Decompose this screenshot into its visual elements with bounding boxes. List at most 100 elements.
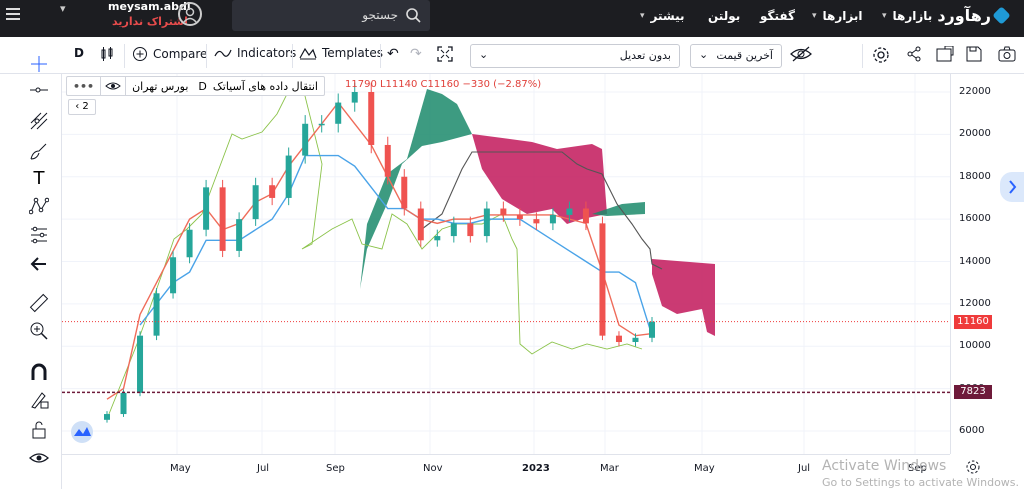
save-icon[interactable]: [966, 46, 982, 62]
candle-body: [401, 176, 408, 209]
avatar[interactable]: [178, 2, 202, 26]
search-icon: [406, 8, 421, 23]
price-chart[interactable]: [62, 74, 950, 454]
symbol-legend[interactable]: ••• بورس تهران D انتقال داده های آسیاتک: [66, 76, 325, 96]
candle-body: [137, 335, 144, 393]
price-tick: 10000: [959, 340, 991, 352]
legend-eye-icon[interactable]: [100, 77, 127, 95]
ruler-icon[interactable]: [28, 292, 50, 314]
undo-icon[interactable]: ↶: [387, 46, 399, 62]
symbol-name: انتقال داده های آسیاتک: [212, 79, 318, 93]
menu-icon[interactable]: [4, 4, 24, 24]
time-tick: 2023: [522, 463, 550, 474]
candle-body: [483, 208, 490, 237]
text-tool-glyph: T: [33, 167, 45, 189]
text-icon[interactable]: T: [28, 167, 50, 189]
candle-body: [335, 102, 342, 124]
search-label: جستجو: [362, 8, 398, 22]
more-icon[interactable]: •••: [73, 79, 95, 93]
axis-settings-icon[interactable]: [965, 459, 981, 479]
drawing-toolbar: T: [0, 56, 62, 489]
lock-pencil-icon[interactable]: [28, 389, 50, 411]
templates-button[interactable]: Templates: [299, 46, 383, 60]
candle-body: [533, 219, 540, 224]
time-tick: Sep: [326, 463, 345, 474]
logo-text: رهآورد: [937, 6, 991, 25]
candle-body: [615, 335, 622, 343]
redo-icon[interactable]: ↷: [410, 46, 422, 62]
candle-body: [252, 185, 259, 220]
nav-label: بیشتر: [650, 9, 685, 23]
camera-icon[interactable]: [998, 46, 1016, 62]
nav-tools[interactable]: ▾ ابزارها: [812, 9, 862, 23]
price-axis[interactable]: 2200020000180001600014000120001000080006…: [950, 74, 1024, 454]
price-tick: 12000: [959, 297, 991, 309]
share-icon[interactable]: [906, 46, 922, 62]
candle-body: [170, 257, 177, 294]
candle-body: [516, 214, 523, 220]
toolbar-divider: [380, 44, 381, 68]
user-menu[interactable]: ▾ meysam.abdi اشتراک ندارید: [60, 0, 210, 37]
time-tick: Mar: [600, 463, 619, 474]
brush-icon[interactable]: [28, 140, 50, 162]
arrow-left-icon[interactable]: [28, 253, 50, 275]
chevron-down-icon[interactable]: ▾: [60, 2, 66, 15]
nav-label: ابزارها: [822, 9, 863, 23]
trend-line-icon[interactable]: [28, 79, 50, 101]
candle-body: [285, 155, 292, 198]
candle-body: [186, 229, 193, 258]
candle-body: [236, 219, 243, 251]
eye-icon[interactable]: [28, 447, 50, 469]
toolbar-divider: [206, 44, 207, 68]
candle-body: [649, 321, 655, 338]
nav-label: بولتن: [708, 9, 741, 23]
candle-body: [351, 92, 358, 103]
nav-markets[interactable]: ▾ بازارها: [882, 9, 932, 23]
price-type-value: آخرین قیمت: [716, 49, 773, 62]
side-panel-toggle[interactable]: [1000, 172, 1024, 202]
interval-button[interactable]: D: [74, 46, 84, 60]
settings-gear-icon[interactable]: [872, 46, 890, 64]
time-tick: May: [170, 463, 191, 474]
chevron-left-icon: ‹: [75, 101, 80, 112]
pitchfork-icon[interactable]: [28, 110, 50, 132]
fullscreen-icon[interactable]: [437, 46, 453, 62]
chikou-span-line: [106, 83, 643, 420]
adjustment-select[interactable]: ⌄ بدون تعدیل: [470, 44, 680, 68]
marker-price-label: 7823: [954, 385, 992, 400]
indicators-label: Indicators: [237, 46, 297, 60]
candle-body: [549, 214, 556, 224]
nav-more[interactable]: ▾ بیشتر: [640, 9, 685, 23]
magnet-icon[interactable]: [28, 361, 50, 383]
legend-collapse-button[interactable]: ‹ 2: [68, 99, 96, 115]
forecast-icon[interactable]: [28, 224, 50, 246]
nav-chat[interactable]: گفتگو: [760, 9, 795, 23]
tenkan-line: [106, 101, 653, 400]
nav-bulletin[interactable]: بولتن: [708, 9, 740, 23]
indicators-button[interactable]: Indicators: [214, 46, 296, 60]
price-tick: 6000: [959, 425, 985, 436]
candle-body: [269, 185, 276, 198]
layout-icon[interactable]: [936, 46, 954, 62]
search-input[interactable]: جستجو: [232, 0, 430, 31]
zoom-in-icon[interactable]: [28, 320, 50, 342]
time-tick: May: [694, 463, 715, 474]
chevron-down-icon: ⌄: [699, 48, 709, 61]
crosshair-icon[interactable]: [28, 53, 50, 75]
chevron-down-icon: ▾: [640, 11, 645, 21]
hide-eye-icon[interactable]: [790, 46, 812, 62]
lock-icon[interactable]: [28, 419, 50, 441]
compare-button[interactable]: Compare: [132, 46, 207, 62]
templates-label: Templates: [322, 46, 384, 60]
candle-style-button[interactable]: [100, 46, 114, 62]
brand-logo[interactable]: رهآورد: [937, 6, 1012, 25]
time-tick: Jul: [257, 463, 270, 474]
pattern-icon[interactable]: [28, 195, 50, 217]
price-type-select[interactable]: ⌄ آخرین قیمت: [690, 44, 782, 68]
candle-body: [368, 92, 375, 145]
time-axis[interactable]: May Jul Sep Nov 2023 Mar May Jul Sep: [62, 454, 950, 489]
plus-circle-icon: [133, 47, 147, 61]
chart-watermark-logo-icon: [71, 421, 93, 443]
chevron-down-icon: ⌄: [479, 48, 489, 61]
time-tick: Nov: [423, 463, 443, 474]
